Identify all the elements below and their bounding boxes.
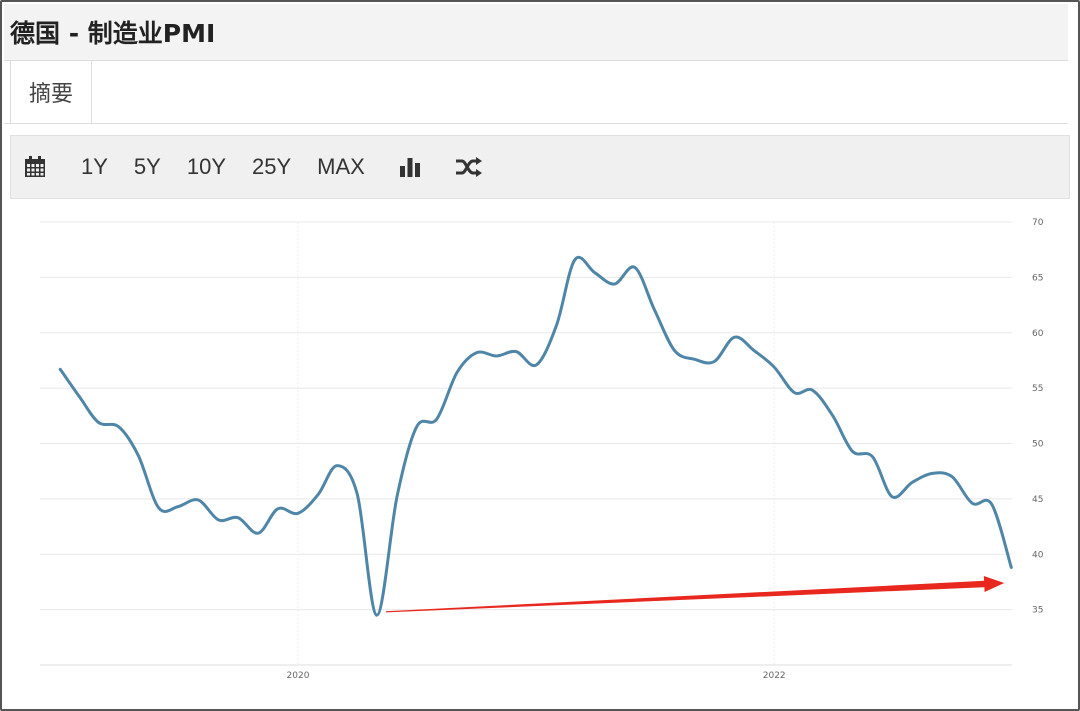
tab-summary[interactable]: 摘要: [10, 61, 92, 123]
calendar-icon[interactable]: [23, 155, 47, 179]
x-tick-label: 2022: [763, 671, 786, 681]
annotation-arrow: [385, 576, 1005, 613]
y-tick-label: 35: [1032, 606, 1043, 616]
chart-area: 35 40 45 50 55 60 65 70 2020 2022: [4, 200, 1068, 700]
range-1y-button[interactable]: 1Y: [81, 154, 108, 179]
title-bar: 德国 - 制造业PMI: [4, 4, 1068, 61]
bar-chart-icon[interactable]: [399, 156, 421, 178]
series-line: [58, 256, 1013, 617]
shuffle-icon[interactable]: [455, 156, 483, 178]
y-tick-label: 45: [1032, 495, 1043, 505]
range-max-button[interactable]: MAX: [317, 154, 365, 179]
y-tick-label: 60: [1032, 329, 1044, 339]
chart-toolbar: 1Y 5Y 10Y 25Y MAX: [10, 135, 1070, 199]
y-tick-label: 65: [1032, 273, 1043, 283]
range-5y-button[interactable]: 5Y: [133, 154, 161, 179]
line-chart: 35 40 45 50 55 60 65 70 2020 2022: [40, 218, 1044, 681]
tab-bar: 摘要: [4, 61, 1068, 124]
x-tick-label: 2020: [287, 671, 310, 681]
range-25y-button[interactable]: 25Y: [252, 154, 292, 179]
range-10y-button[interactable]: 10Y: [186, 154, 226, 179]
y-tick-label: 70: [1032, 218, 1044, 228]
page-title: 德国 - 制造业PMI: [10, 19, 216, 48]
y-tick-label: 55: [1032, 384, 1043, 394]
y-tick-label: 40: [1032, 550, 1044, 560]
y-tick-label: 50: [1032, 440, 1044, 450]
